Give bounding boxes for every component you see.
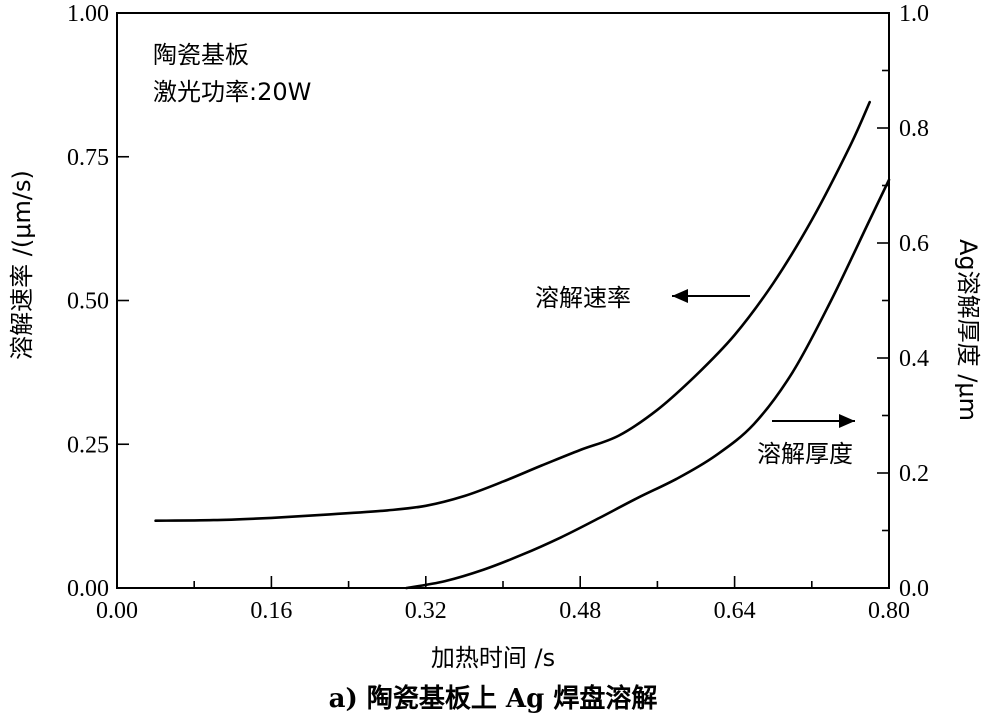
thickness-series-label: 溶解厚度 [757,440,853,468]
x-tick-label: 0.32 [405,598,447,624]
rate-series-label: 溶解速率 [535,284,631,312]
x-tick-label: 0.48 [559,598,601,624]
y-right-tick-label: 1.0 [899,1,929,27]
x-tick-label: 0.80 [868,598,910,624]
y-left-tick-label: 0.75 [67,145,109,171]
y-right-tick-label: 0.4 [899,346,929,372]
y-right-tick-label: 0.8 [899,116,929,142]
condition-label-2: 激光功率:20W [153,78,311,106]
figure-caption: a) 陶瓷基板上 Ag 焊盘溶解 [329,683,658,714]
x-axis-label: 加热时间 /s [431,644,555,672]
y-left-tick-label: 0.00 [67,576,109,602]
x-tick-label: 0.00 [96,598,138,624]
rate-curve [154,100,871,522]
x-tick-label: 0.64 [714,598,756,624]
thickness-curve [405,178,891,590]
thickness-arrow [772,414,855,428]
curves [154,100,891,590]
y-left-tick-label: 0.25 [67,432,109,458]
y-right-axis-label: Ag溶解厚度 /μm [954,239,982,421]
ticks: 0.00 0.16 0.32 0.48 0.64 0.80 0.00 0.25 0.50 0.75… [67,1,929,624]
y-right-tick-label: 0.0 [899,576,929,602]
x-tick-label: 0.16 [250,598,292,624]
condition-label-1: 陶瓷基板 [153,41,249,69]
y-left-axis-label: 溶解速率 /(μm/s) [8,170,36,360]
y-left-tick-label: 1.00 [67,1,109,27]
y-right-tick-label: 0.2 [899,461,929,487]
rate-arrow [672,289,750,303]
y-right-tick-label: 0.6 [899,231,929,257]
y-left-tick-label: 0.50 [67,289,109,315]
